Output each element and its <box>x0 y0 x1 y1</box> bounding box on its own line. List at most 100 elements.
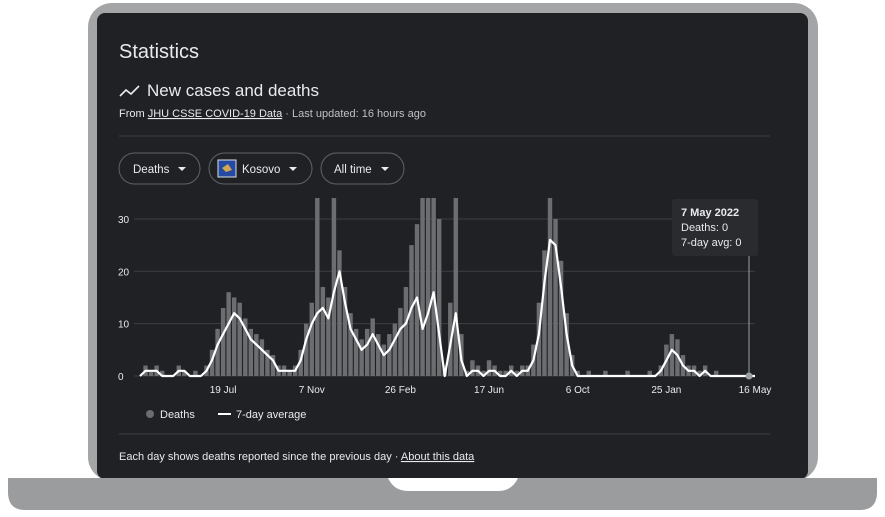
tooltip-box <box>672 199 758 256</box>
bar <box>403 287 409 376</box>
bar <box>248 328 254 376</box>
bar <box>259 339 265 376</box>
filter-range[interactable]: All time <box>320 152 405 185</box>
footer: Each day shows deaths reported since the… <box>119 451 475 463</box>
bar <box>287 370 292 376</box>
filter-label[interactable]: All time <box>334 164 372 176</box>
y-tick-label: 10 <box>118 320 130 331</box>
source-link[interactable]: JHU CSSE COVID-19 Data <box>148 108 283 120</box>
caret <box>289 167 297 171</box>
subtitle: New cases and deaths <box>147 81 319 100</box>
bar <box>254 334 259 376</box>
bar <box>398 307 403 376</box>
bar <box>337 250 342 376</box>
bar <box>381 344 386 376</box>
laptop-notch <box>388 478 518 491</box>
filter-deaths[interactable]: Deaths <box>118 152 201 185</box>
laptop-base <box>8 478 877 510</box>
x-tick-label: 16 May <box>739 385 772 396</box>
footer-link[interactable]: About this data <box>401 451 475 463</box>
bar <box>370 318 375 376</box>
filter-region[interactable]: Kosovo <box>208 152 313 185</box>
bar <box>182 370 187 376</box>
y-tick-label: 20 <box>118 267 130 278</box>
tooltip-line: 7-day avg: 0 <box>681 237 742 249</box>
pill[interactable] <box>320 152 405 185</box>
bar <box>304 323 309 376</box>
plot: 0 10 20 30 Deaths 7-day average 19 Jul 7 Nov 26 … <box>118 198 771 421</box>
bar <box>348 313 353 376</box>
bar <box>209 349 215 376</box>
legend-label: Deaths <box>160 409 195 421</box>
avg-line <box>139 238 755 378</box>
filter-label[interactable]: Deaths <box>133 164 170 176</box>
bar <box>625 370 630 376</box>
bar <box>359 339 364 376</box>
bar <box>542 250 547 376</box>
pill[interactable] <box>208 152 313 185</box>
bar <box>497 370 503 376</box>
bar <box>669 334 675 376</box>
y-tick-label: 30 <box>118 215 130 226</box>
bar <box>353 328 359 376</box>
bar <box>342 287 348 376</box>
bar <box>270 355 276 376</box>
filter-label[interactable]: Kosovo <box>242 164 280 176</box>
bar <box>387 334 392 376</box>
bar <box>226 292 231 376</box>
bar <box>575 370 580 376</box>
bar <box>553 218 558 376</box>
bar <box>503 370 508 376</box>
x-tick-label: 7 Nov <box>299 385 325 396</box>
bar <box>364 328 370 376</box>
bar <box>586 370 591 376</box>
title: Statistics <box>119 41 199 63</box>
bar <box>564 313 569 376</box>
bar <box>481 370 486 376</box>
caret <box>381 167 389 171</box>
bar <box>231 297 237 376</box>
bar <box>547 198 553 376</box>
bar <box>392 323 398 376</box>
x-tick-label: 25 Jan <box>651 385 681 396</box>
footer-note: Each day shows deaths reported since the… <box>119 451 392 463</box>
bar <box>237 302 242 376</box>
bar <box>159 370 165 376</box>
pill[interactable] <box>118 152 201 185</box>
caret <box>178 167 186 171</box>
bar <box>220 307 226 376</box>
x-tick-label: 17 Jun <box>474 385 504 396</box>
tooltip-line: Deaths: 0 <box>681 222 728 234</box>
x-tick-label: 6 Oct <box>566 385 590 396</box>
bar <box>486 360 492 376</box>
updated: · Last updated: 16 hours ago <box>285 108 426 120</box>
bar <box>309 302 314 376</box>
bar <box>425 198 431 376</box>
bar <box>558 260 564 376</box>
bar <box>243 318 248 376</box>
bar <box>714 370 719 376</box>
bar <box>514 370 519 376</box>
tooltip-title: 7 May 2022 <box>681 207 739 219</box>
bar <box>215 328 220 376</box>
bar <box>675 339 680 376</box>
bar <box>315 198 320 376</box>
bar <box>326 297 331 376</box>
source: From JHU CSSE COVID-19 Data · Last updat… <box>119 108 426 120</box>
bar <box>331 198 337 376</box>
x-tick-label: 19 Jul <box>210 385 237 396</box>
bar <box>376 334 381 376</box>
bar <box>420 198 425 376</box>
bar <box>193 370 198 376</box>
bar <box>298 349 303 376</box>
bar <box>647 370 652 376</box>
trend-icon <box>119 85 140 97</box>
legend-dot <box>146 410 154 418</box>
x-tick-label: 26 Feb <box>385 385 417 396</box>
bar <box>320 287 326 376</box>
bar <box>453 198 459 376</box>
footer-sep: · <box>395 451 399 463</box>
bar <box>436 218 442 376</box>
